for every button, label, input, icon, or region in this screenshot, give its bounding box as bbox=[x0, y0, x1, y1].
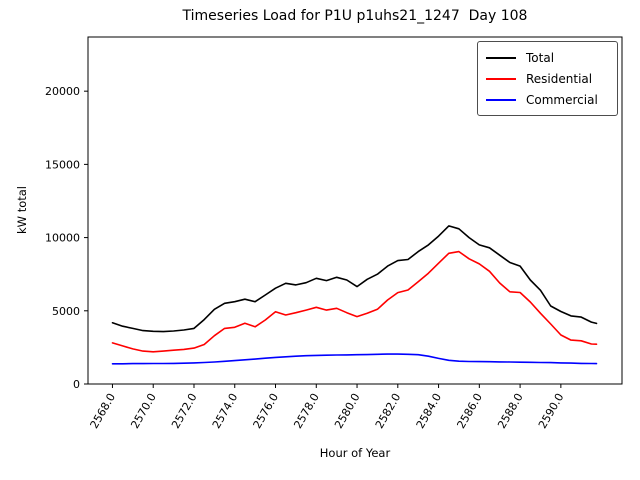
x-tick-label: 2576.0 bbox=[251, 391, 282, 431]
x-tick-label: 2580.0 bbox=[332, 391, 363, 431]
legend-label: Commercial bbox=[526, 92, 598, 107]
x-tick-label: 2588.0 bbox=[495, 391, 526, 431]
x-tick-label: 2572.0 bbox=[169, 391, 200, 431]
legend-label: Residential bbox=[526, 71, 593, 86]
chart-title: Timeseries Load for P1U p1uhs21_1247 Day… bbox=[182, 8, 528, 24]
legend-item-commercial: Commercial bbox=[486, 89, 609, 110]
x-tick-label: 2570.0 bbox=[128, 391, 159, 431]
x-tick-label: 2586.0 bbox=[454, 391, 485, 431]
legend-item-residential: Residential bbox=[486, 68, 609, 89]
x-axis-label: Hour of Year bbox=[319, 446, 391, 460]
y-tick-label: 0 bbox=[73, 378, 80, 391]
legend: Total Residential Commercial bbox=[477, 41, 618, 116]
axes-frame bbox=[87, 36, 623, 385]
x-tick-label: 2574.0 bbox=[210, 391, 241, 431]
series-line-residential bbox=[111, 250, 598, 353]
x-tick-label: 2590.0 bbox=[536, 391, 567, 431]
series-line-commercial bbox=[111, 353, 598, 365]
y-tick-label: 5000 bbox=[52, 305, 80, 318]
x-tick-label: 2568.0 bbox=[88, 391, 119, 431]
y-tick-label: 15000 bbox=[45, 158, 80, 171]
legend-line-swatch-commercial bbox=[486, 98, 516, 101]
y-tick-label: 20000 bbox=[45, 85, 80, 98]
y-tick-label: 10000 bbox=[45, 232, 80, 245]
legend-line-swatch-total bbox=[486, 56, 516, 59]
x-tick-label: 2584.0 bbox=[414, 391, 445, 431]
legend-label: Total bbox=[526, 50, 555, 65]
x-tick-label: 2582.0 bbox=[373, 391, 404, 431]
series-line-total bbox=[111, 225, 598, 333]
x-tick-label: 2578.0 bbox=[291, 391, 322, 431]
legend-item-total: Total bbox=[486, 47, 609, 68]
legend-line-swatch-residential bbox=[486, 77, 516, 80]
